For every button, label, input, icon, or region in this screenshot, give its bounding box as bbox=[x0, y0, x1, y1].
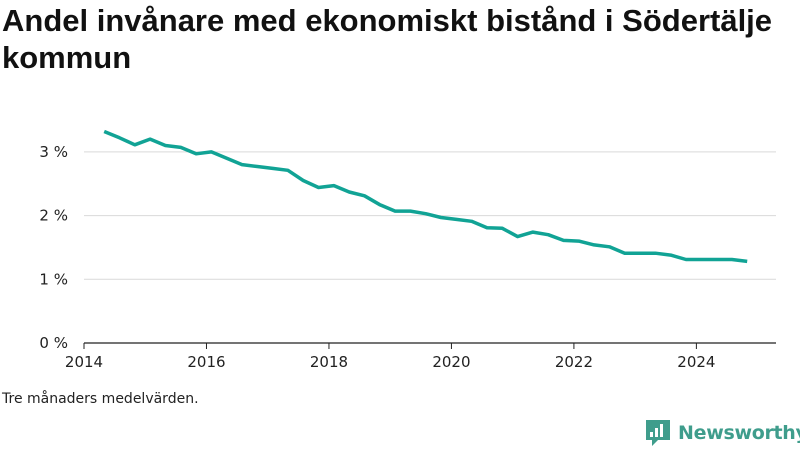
data-point bbox=[700, 258, 702, 260]
data-point bbox=[103, 130, 105, 132]
data-point bbox=[164, 144, 166, 146]
y-tick-label: 0 % bbox=[39, 334, 68, 352]
data-point bbox=[608, 246, 610, 248]
data-point bbox=[363, 195, 365, 197]
x-tick-label: 2024 bbox=[677, 353, 715, 371]
series-line bbox=[103, 129, 748, 264]
data-point bbox=[333, 184, 335, 186]
data-point bbox=[593, 244, 595, 246]
data-point bbox=[425, 213, 427, 215]
data-point bbox=[317, 186, 319, 188]
data-point bbox=[287, 169, 289, 171]
data-point bbox=[348, 191, 350, 193]
data-point bbox=[256, 165, 258, 167]
y-tick-label: 2 % bbox=[39, 207, 68, 225]
y-axis-ticks: 0 % 1 % 2 % 3 % bbox=[39, 143, 68, 352]
y-tick-label: 1 % bbox=[39, 270, 68, 288]
data-point bbox=[516, 235, 518, 237]
data-point bbox=[639, 252, 641, 254]
data-point bbox=[271, 167, 273, 169]
data-point bbox=[501, 227, 503, 229]
data-point bbox=[455, 218, 457, 220]
data-point bbox=[731, 258, 733, 260]
newsworthy-logo-icon bbox=[646, 420, 670, 446]
data-point bbox=[195, 153, 197, 155]
data-point bbox=[532, 231, 534, 233]
data-point bbox=[226, 157, 228, 159]
data-point bbox=[685, 258, 687, 260]
data-point bbox=[180, 146, 182, 148]
brand-logo[interactable]: Newsworthy bbox=[644, 418, 800, 448]
data-point bbox=[470, 220, 472, 222]
data-point bbox=[547, 234, 549, 236]
data-point bbox=[210, 151, 212, 153]
data-point bbox=[670, 254, 672, 256]
chart-note: Tre månaders medelvärden. bbox=[2, 391, 199, 407]
data-point bbox=[241, 163, 243, 165]
data-point bbox=[562, 239, 564, 241]
x-tick-label: 2020 bbox=[432, 353, 470, 371]
x-tick-label: 2018 bbox=[310, 353, 348, 371]
data-point bbox=[715, 258, 717, 260]
data-point bbox=[394, 210, 396, 212]
data-point bbox=[134, 144, 136, 146]
data-point bbox=[440, 216, 442, 218]
data-point bbox=[578, 240, 580, 242]
data-point bbox=[486, 227, 488, 229]
brand-name: Newsworthy bbox=[678, 422, 800, 444]
data-point bbox=[409, 210, 411, 212]
data-point bbox=[302, 179, 304, 181]
data-point bbox=[118, 137, 120, 139]
series-layer bbox=[103, 129, 748, 264]
x-tick-label: 2016 bbox=[187, 353, 225, 371]
data-point bbox=[149, 138, 151, 140]
y-tick-label: 3 % bbox=[39, 143, 68, 161]
x-tick-label: 2022 bbox=[555, 353, 593, 371]
chart-title: Andel invånare med ekonomiskt bistånd i … bbox=[2, 3, 773, 75]
x-tick-label: 2014 bbox=[65, 353, 103, 371]
data-point bbox=[379, 204, 381, 206]
x-axis: 2014 2016 2018 2020 2022 2024 bbox=[65, 342, 776, 371]
data-point bbox=[624, 252, 626, 254]
data-point bbox=[654, 252, 656, 254]
data-point bbox=[746, 260, 748, 262]
